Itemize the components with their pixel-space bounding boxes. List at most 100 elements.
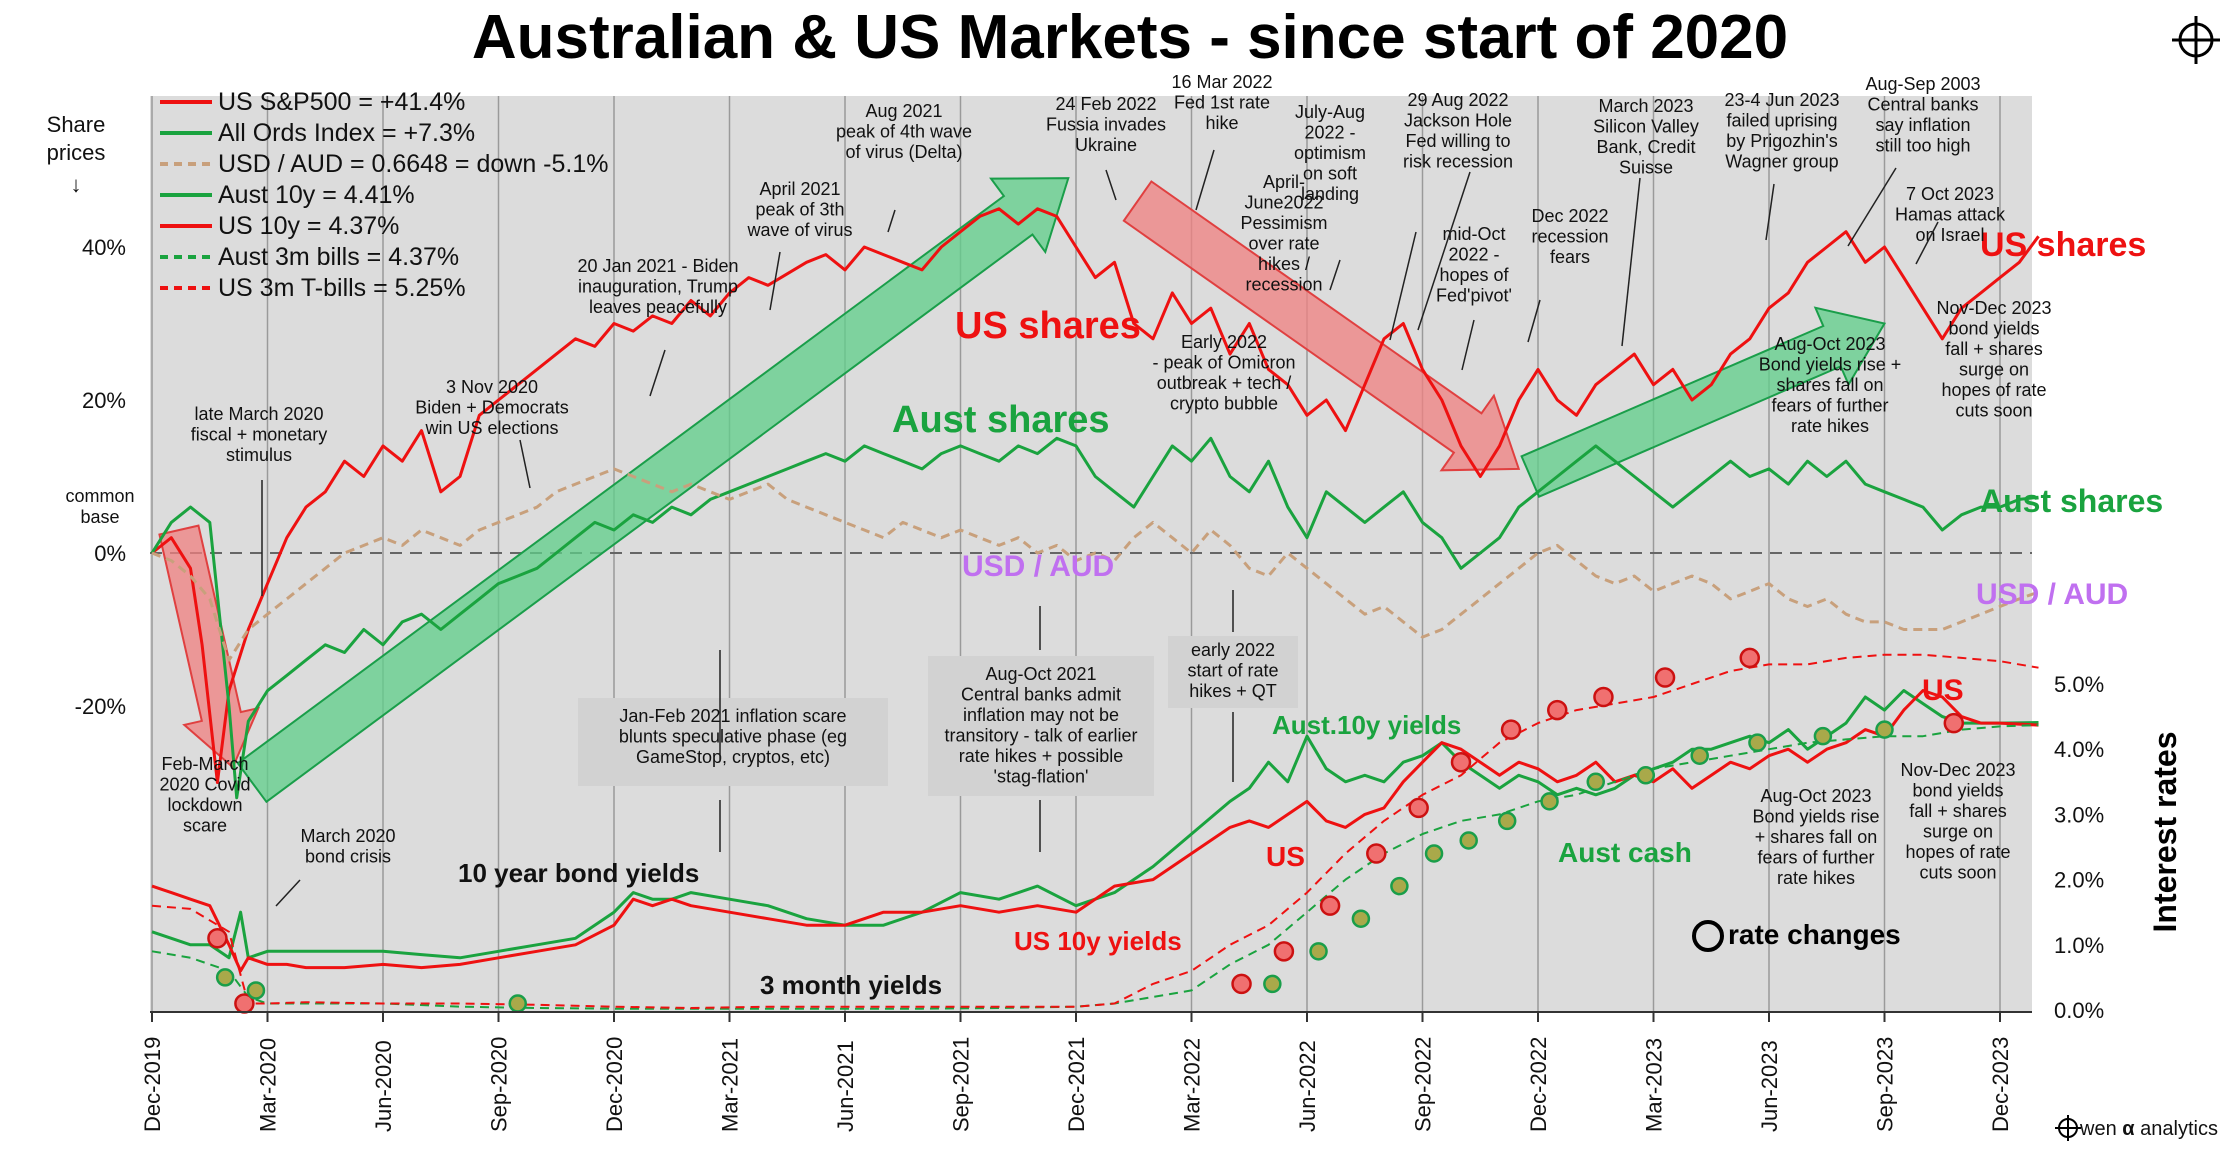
annotation-line: inauguration, Trump [578,277,738,297]
annotation-line: Fed 1st rate [1174,93,1270,113]
us-rates-label: US [1266,841,1305,872]
annotation-line: 2022 - [1448,245,1499,265]
annotation-nov-dec-2023-bottom: Nov-Dec 2023 bond yields fall + shares surg… [1900,760,2015,883]
annotation-jun-2023: 23-4 Jun 2023 failed uprising by Prigozhin… [1724,90,1839,172]
annotation-line: hike [1205,113,1238,133]
annotation-line: 24 Feb 2022 [1055,94,1156,114]
annotation-line: hopes of [1439,265,1509,285]
annotation-line: Fed'pivot' [1436,286,1512,306]
annotation-line: recession [1245,275,1322,295]
annotation-line: Aug-Sep 2003 [1865,74,1980,94]
aus-rate-change-marker [1586,772,1605,792]
annotation-feb-march-2020: Feb-March 2020 Covid lockdown scare [159,754,250,836]
annotation-line: fall + shares [1909,801,2007,821]
aus-rate-change-marker [1875,720,1894,739]
annotation-line: Nov-Dec 2023 [1900,760,2015,780]
annotation-march-2020-bond: March 2020 bond crisis [300,826,395,867]
pointer-line [1847,167,1897,247]
credit: wen α analytics [2055,1115,2218,1141]
annotation-line: - peak of Omicron [1152,353,1295,373]
annotation-line: early 2022 [1191,640,1275,660]
annotation-line: failed uprising [1726,111,1837,131]
annotation-line: 2020 Covid [159,775,250,795]
annotation-line: by Prigozhin's [1726,131,1838,151]
aus-rate-change-marker [1813,726,1833,746]
annotation-line: 3 Nov 2020 [446,377,538,397]
rate-changes-icon [1692,920,1724,952]
annotation-line: landing [1301,184,1359,204]
annotation-line: Wagner group [1725,152,1838,172]
annotation-july-aug-2022: July-Aug 2022 -optimism on soft landing [1294,102,1366,204]
us-rate-change-marker [1547,699,1568,721]
annotation-oct-2023: 7 Oct 2023 Hamas attack on Israel [1895,184,2006,245]
annotation-line: bond yields [1912,781,2003,801]
annotation-aug-oct-2023-top: Aug-Oct 2023 Bond yields rise + shares fal… [1759,334,1902,436]
aus-rate-change-marker [1309,942,1328,961]
x-tick-label: Dec-2021 [1064,1037,1089,1132]
left-axis-ticks: 40% 20% 0% -20% [75,235,126,719]
x-tick-label: Jun-2021 [833,1040,858,1132]
pointer-line [1765,183,1775,241]
annotation-line: stimulus [226,445,292,465]
annotation-aug-2021: Aug 2021 peak of 4th wave of virus (Delta) [836,101,972,162]
annotation-line: July-Aug [1295,102,1365,122]
x-tick-label: Mar-2022 [1180,1038,1205,1132]
annotation-line: say inflation [1875,115,1970,135]
right-axis-label: Interest rates [2147,732,2183,933]
aus-rate-change-marker [1540,792,1559,811]
annotation-line: Early 2022 [1181,332,1267,352]
annotation-line: fears [1550,247,1590,267]
pointer-line [769,251,781,311]
annotation-line: blunts speculative phase (eg [619,727,847,747]
annotation-line: 20 Jan 2021 - Biden [577,256,738,276]
annotation-line: 2022 - [1304,123,1355,143]
aus-rate-change-marker [246,981,266,1000]
annotation-line: rate hikes + possible [959,746,1124,766]
annotation-line: wave of virus [746,220,852,240]
pointer-line [1417,171,1471,331]
pointer-line [275,879,301,907]
annotation-line: Hamas attack [1895,205,2006,225]
annotation-line: Jan-Feb 2021 inflation scare [619,706,846,726]
annotation-line: April 2021 [759,179,840,199]
x-tick-label: Mar-2021 [718,1038,743,1132]
legend: US S&P500 = +41.4% All Ords Index = +7.3%… [160,88,609,302]
annotation-pointers [261,149,1939,907]
x-tick-label: Jun-2022 [1295,1040,1320,1132]
series-aust-3m-bills [151,724,2039,1010]
annotation-line: Suisse [1619,158,1673,178]
x-tick-label: Mar-2020 [256,1038,281,1132]
us-rate-change-marker [1408,797,1429,819]
series-aust-shares [150,436,2039,800]
annotation-line: June2022 [1244,193,1323,213]
aus-rate-change-marker [1690,746,1709,765]
annotation-line: fears of further [1771,396,1888,416]
annotation-line: fiscal + monetary [191,425,328,445]
three-month-label: 3 month yields [760,970,942,1000]
ten-year-label: 10 year bond yields [458,858,699,888]
crosshair-icon [2172,16,2220,64]
x-tick-label: Sep-2023 [1873,1037,1898,1132]
pointer-line [887,209,896,233]
right-tick-label: 4.0% [2054,737,2104,762]
annotation-line: Feb-March [161,754,248,774]
annotation-jan-2021: 20 Jan 2021 - Biden inauguration, Trump le… [577,256,738,317]
green-trend-arrow [236,177,1070,804]
aust-cash-label: Aust cash [1558,837,1692,868]
x-tick-label: Sep-2020 [487,1037,512,1132]
x-axis-ticks: Dec-2019 Mar-2020 Jun-2020 Sep-2020 Dec-2020… [140,1011,2032,1132]
common-base-label-line2: base [80,507,119,527]
right-axis-ticks: 5.0% 4.0% 3.0% 2.0% 1.0% 0.0% [2054,672,2104,1023]
series-us-10y [151,689,2039,973]
annotation-aug-oct-2021: Aug-Oct 2021 Central banks admit inflation… [944,664,1137,787]
annotation-line: over rate [1248,234,1319,254]
x-tick-label: Sep-2021 [949,1037,974,1132]
annotation-nov-dec-2023-top: Nov-Dec 2023 bond yields fall + shares surg… [1936,298,2051,421]
annotation-line: 7 Oct 2023 [1906,184,1994,204]
annotation-mar-2022: 16 Mar 2022 Fed 1st rate hike [1171,72,1272,133]
pointer-line [1329,259,1341,291]
annotation-line: Aug 2021 [865,101,942,121]
trend-arrows [158,177,1887,804]
annotation-line: cuts soon [1919,863,1996,883]
